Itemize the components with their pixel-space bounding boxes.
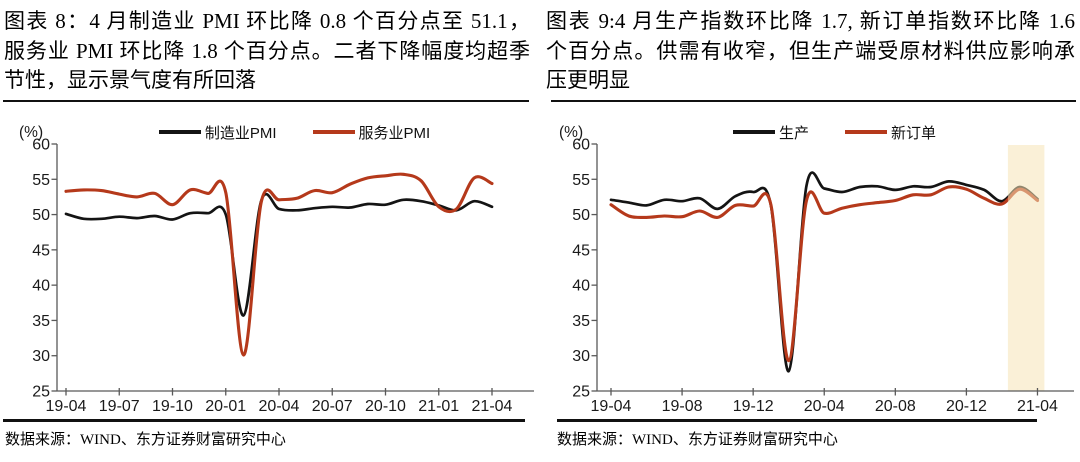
- figure-8-title-divider: [3, 99, 529, 102]
- y-axis-unit-label: (%): [19, 124, 43, 141]
- figure-9-legend: 生产 新订单: [597, 122, 1072, 143]
- y-tick-label: 45: [32, 242, 50, 259]
- x-tick-label: 21-01: [418, 398, 459, 415]
- y-tick-label: 35: [572, 313, 590, 330]
- figure-title-line: 个百分点。供需有收窄，但生产端受原材料供应影响承: [546, 38, 1075, 63]
- x-tick-label: 20-01: [205, 398, 246, 415]
- figure-8-panel: 图表 8：4 月制造业 PMI 环比降 0.8 个百分点至 51.1， 服务业 P…: [0, 7, 540, 448]
- y-axis-unit-label: (%): [559, 124, 583, 141]
- figure-8-title: 图表 8：4 月制造业 PMI 环比降 0.8 个百分点至 51.1， 服务业 P…: [4, 7, 530, 96]
- x-tick-label: 19-07: [99, 398, 140, 415]
- figure-8-chart: 制造业PMI 服务业PMI 25 30 35 40 45 50 55 60 19-04 19-07 1…: [0, 111, 540, 416]
- figure-title-line: 压更明显: [546, 68, 630, 92]
- y-tick-label: 25: [572, 384, 590, 401]
- series-line-0: [609, 171, 1039, 373]
- legend-label-1: 服务业PMI: [358, 124, 431, 142]
- y-tick-label: 50: [32, 207, 50, 224]
- x-tick-label: 20-12: [946, 398, 987, 415]
- y-tick-label: 30: [32, 348, 50, 365]
- x-tick-label: 20-08: [875, 398, 916, 415]
- x-tick-label: 19-04: [46, 398, 87, 415]
- y-tick-label: 35: [32, 313, 50, 330]
- y-tick-label: 40: [32, 278, 50, 295]
- x-tick-label: 19-12: [733, 398, 774, 415]
- figure-8-source-divider: [3, 419, 525, 422]
- x-tick-label: 20-10: [365, 398, 406, 415]
- series-line-1: [609, 185, 1040, 363]
- y-tick-label: 25: [32, 384, 50, 401]
- legend-label-0: 制造业PMI: [204, 124, 277, 142]
- y-tick-label: 45: [572, 242, 590, 259]
- figure-9-title: 图表 9:4 月生产指数环比降 1.7, 新订单指数环比降 1.6 个百分点。供需…: [546, 7, 1075, 96]
- y-tick-label: 55: [572, 172, 590, 189]
- y-tick-label: 60: [572, 137, 590, 154]
- figure-9-plot: 25 30 35 40 45 50 55 60 19-04 19-08 19-12 20-04 20-0…: [559, 124, 1074, 415]
- figure-title-line: 服务业 PMI 环比降 1.8 个百分点。二者下降幅度均超季: [4, 38, 530, 63]
- legend-line-swatch-0: [158, 130, 201, 134]
- y-tick-label: 30: [572, 348, 590, 365]
- x-tick-label: 20-04: [804, 398, 845, 415]
- figure-8-plot: 25 30 35 40 45 50 55 60 19-04 19-07 19-10 20-01 20-0…: [19, 124, 534, 415]
- legend-item-1: 新订单: [845, 122, 936, 143]
- y-tick-label: 60: [32, 137, 50, 154]
- legend-item-1: 服务业PMI: [312, 122, 431, 143]
- x-tick-label: 19-10: [152, 398, 193, 415]
- x-tick-label: 21-04: [472, 398, 513, 415]
- y-tick-label: 50: [572, 207, 590, 224]
- y-tick-label: 40: [572, 278, 590, 295]
- figure-title-line: 图表 8：4 月制造业 PMI 环比降 0.8 个百分点至 51.1，: [4, 9, 530, 33]
- legend-line-swatch-0: [732, 130, 775, 134]
- figure-9-title-divider: [551, 99, 1076, 102]
- x-tick-label: 20-07: [312, 398, 353, 415]
- x-tick-label: 21-04: [1017, 398, 1058, 415]
- highlight-band: [1007, 145, 1045, 391]
- figure-9-panel: 图表 9:4 月生产指数环比降 1.7, 新订单指数环比降 1.6 个百分点。供需…: [540, 0, 1080, 462]
- series-line-0: [64, 192, 494, 317]
- figure-title-line: 图表 9:4 月生产指数环比降 1.7, 新订单指数环比降 1.6: [546, 9, 1075, 33]
- figure-title-line: 节性，显示景气度有所回落: [4, 68, 256, 92]
- figure-8-source: 数据来源：WIND、东方证券财富研究中心: [5, 431, 286, 448]
- legend-label-0: 生产: [778, 124, 809, 142]
- figure-9-chart: 生产 新订单 25 30 35 40 45 50 55 60 19-04 19-08 19-12 20-…: [540, 111, 1080, 416]
- figure-9-source-divider: [557, 419, 1037, 422]
- legend-item-0: 生产: [732, 122, 809, 143]
- figure-8-legend: 制造业PMI 服务业PMI: [57, 122, 532, 143]
- legend-line-swatch-1: [312, 130, 355, 134]
- legend-label-1: 新订单: [891, 124, 937, 142]
- legend-line-swatch-1: [845, 130, 887, 134]
- y-tick-label: 55: [32, 172, 50, 189]
- series-line-1: [64, 172, 494, 357]
- legend-item-0: 制造业PMI: [158, 122, 277, 143]
- x-tick-label: 19-04: [591, 398, 632, 415]
- x-tick-label: 20-04: [259, 398, 300, 415]
- figure-9-source: 数据来源：WIND、东方证券财富研究中心: [557, 431, 838, 448]
- x-tick-label: 19-08: [662, 398, 703, 415]
